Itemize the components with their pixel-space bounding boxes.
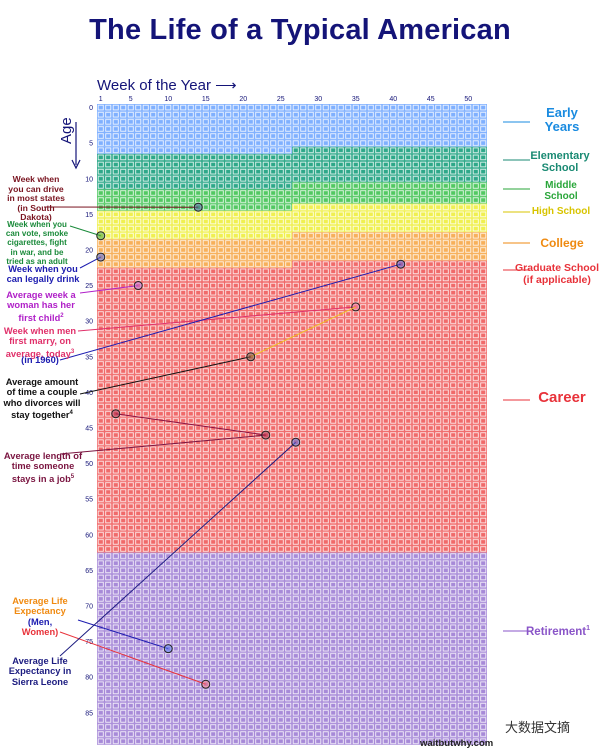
x-tick-label: 40 bbox=[389, 96, 397, 103]
annotation-divorce: Average amount of time a couple who divo… bbox=[2, 377, 82, 421]
y-tick-label: 60 bbox=[85, 532, 93, 539]
x-tick-label: 20 bbox=[239, 96, 247, 103]
life-women-line bbox=[59, 631, 206, 685]
y-tick-label: 85 bbox=[85, 710, 93, 717]
life-men-marker bbox=[163, 644, 173, 654]
annotation-job-note: 5 bbox=[70, 473, 75, 480]
y-tick-label: 30 bbox=[85, 319, 93, 326]
retirement-note: 1 bbox=[586, 625, 590, 632]
y-axis-arrowhead bbox=[71, 159, 81, 170]
x-tick-label: 15 bbox=[202, 96, 210, 103]
life-men-line bbox=[77, 619, 169, 650]
y-tick-label: 65 bbox=[85, 568, 93, 575]
y-tick-label: 70 bbox=[85, 603, 93, 610]
job-span-line bbox=[115, 413, 266, 436]
week-grid bbox=[97, 104, 487, 745]
sierra-leone-marker bbox=[291, 437, 301, 447]
x-tick-label: 10 bbox=[164, 96, 172, 103]
y-tick-label: 0 bbox=[89, 105, 93, 112]
annotation-life-expectancy-text: Average Life Expectancy bbox=[12, 596, 68, 617]
y-tick-label: 35 bbox=[85, 354, 93, 361]
annotation-job-text: Average length of time someone stays in … bbox=[3, 451, 83, 484]
y-tick-label: 5 bbox=[89, 141, 93, 148]
annotation-child: Average week a woman has her first child… bbox=[3, 290, 79, 323]
x-tick-label: 45 bbox=[427, 96, 435, 103]
retirement-text: Retirement bbox=[526, 625, 587, 638]
job-line bbox=[59, 434, 266, 455]
y-tick-label: 45 bbox=[85, 425, 93, 432]
marry-1960-marker bbox=[396, 259, 406, 269]
annotation-child-note: 2 bbox=[60, 312, 64, 319]
annotation-job: Average length of time someone stays in … bbox=[2, 451, 84, 484]
x-tick-label: 35 bbox=[352, 96, 360, 103]
vote-line bbox=[69, 225, 101, 237]
annotation-divorce-text: Average amount of time a couple who divo… bbox=[3, 377, 81, 421]
annotation-child-text: Average week a woman has her first child bbox=[6, 290, 76, 323]
annotation-drive: Week when you can drive in most states (… bbox=[7, 174, 65, 223]
stage-label-college: College bbox=[540, 236, 584, 250]
annotation-life-expectancy: Average Life Expectancy (Men, Women) bbox=[12, 596, 68, 638]
x-tick-label: 50 bbox=[464, 96, 472, 103]
x-tick-label: 30 bbox=[314, 96, 322, 103]
annotation-marry-note: 3 bbox=[70, 348, 75, 355]
y-tick-label: 40 bbox=[85, 390, 93, 397]
annotation-men-label: Men bbox=[30, 616, 50, 627]
annotation-marry-1960: (in 1960) bbox=[21, 355, 59, 365]
drive-marker bbox=[193, 202, 203, 212]
stage-label-retirement: Retirement1 bbox=[516, 623, 600, 638]
child-marker bbox=[133, 281, 143, 291]
annotation-drink: Week when you can legally drink bbox=[6, 264, 80, 285]
marry-1960-line bbox=[59, 263, 401, 361]
marry-line bbox=[77, 306, 356, 332]
vote-marker bbox=[96, 231, 106, 241]
divorce-span-line bbox=[250, 306, 356, 358]
x-tick-label: 5 bbox=[129, 96, 133, 103]
y-tick-label: 25 bbox=[85, 283, 93, 290]
divorce-marker bbox=[246, 352, 256, 362]
y-tick-label: 10 bbox=[85, 176, 93, 183]
annotation-marry-text: Week when men first marry, on average, t… bbox=[3, 326, 77, 359]
annotation-sierra-leone: Average Life Expectancy in Sierra Leone bbox=[8, 656, 72, 687]
y-tick-label: 55 bbox=[85, 497, 93, 504]
stage-label-career: Career bbox=[538, 389, 586, 406]
stage-label-early-years: Early Years bbox=[544, 105, 580, 134]
sierra-leone-line bbox=[59, 441, 297, 657]
x-tick-label: 25 bbox=[277, 96, 285, 103]
child-line bbox=[79, 285, 139, 294]
stage-label-middle: Middle School bbox=[544, 180, 578, 202]
annotation-women-label: Women bbox=[21, 627, 56, 638]
job-start-marker bbox=[111, 409, 121, 419]
y-tick-label: 80 bbox=[85, 675, 93, 682]
stage-label-high: High School bbox=[531, 206, 591, 217]
job-end-marker bbox=[261, 430, 271, 440]
stage-label-elementary: Elementary School bbox=[530, 150, 590, 174]
x-axis-title: Week of the Year ⟶ bbox=[97, 77, 237, 94]
y-tick-label: 50 bbox=[85, 461, 93, 468]
page-title: The Life of a Typical American bbox=[89, 14, 511, 46]
y-tick-label: 15 bbox=[85, 212, 93, 219]
divorce-line bbox=[79, 356, 251, 395]
annotation-vote: Week when you can vote, smoke cigarettes… bbox=[5, 220, 69, 266]
x-axis-title-text: Week of the Year bbox=[97, 77, 211, 94]
x-tick-label: 1 bbox=[99, 96, 103, 103]
drink-marker bbox=[96, 252, 106, 262]
source-credit: waitbutwhy.com bbox=[420, 738, 494, 749]
life-women-marker bbox=[201, 679, 211, 689]
stage-label-grad-school: Graduate School (if applicable) bbox=[514, 262, 599, 286]
annotation-divorce-note: 4 bbox=[69, 410, 73, 417]
y-tick-label: 20 bbox=[85, 247, 93, 254]
annotation-marry: Week when men first marry, on average, t… bbox=[2, 326, 78, 359]
watermark: 大数据文摘 bbox=[505, 720, 571, 735]
